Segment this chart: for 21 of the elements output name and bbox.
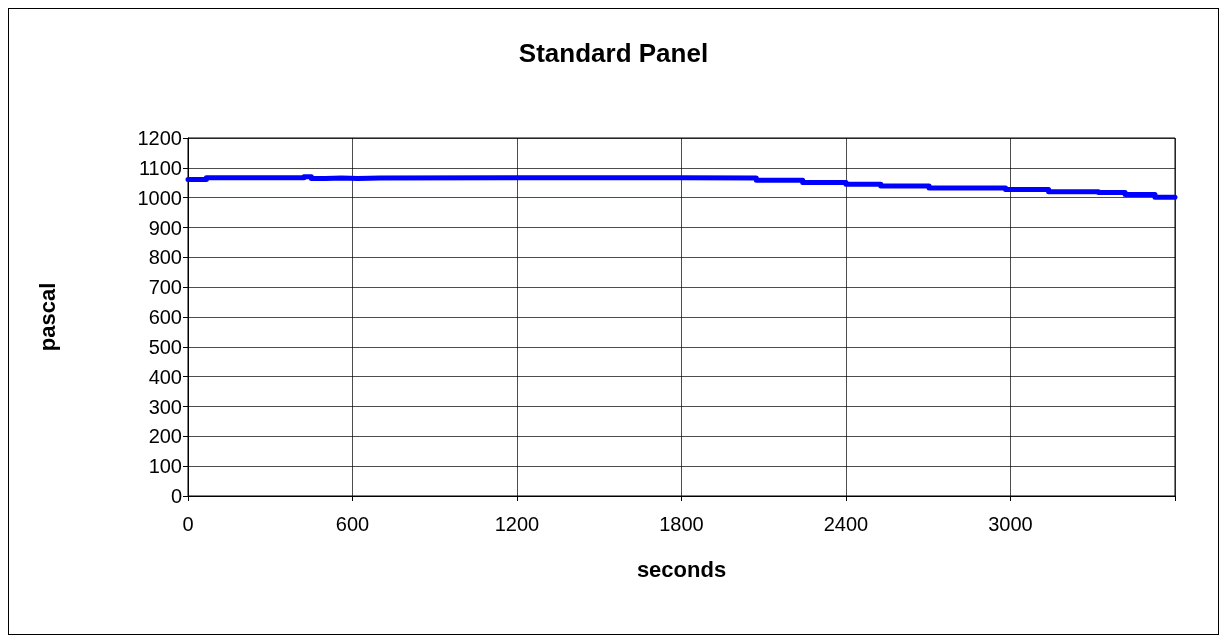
chart-title: Standard Panel bbox=[518, 38, 709, 68]
x-axis-title: seconds bbox=[636, 556, 727, 582]
x-tick-label: 1200 bbox=[494, 513, 540, 535]
y-tick-label: 600 bbox=[148, 306, 182, 328]
y-tick-label: 1000 bbox=[137, 186, 182, 209]
y-tick-label: 400 bbox=[148, 365, 182, 388]
y-tick-label: 900 bbox=[148, 216, 182, 239]
y-tick-label: 200 bbox=[148, 425, 182, 448]
x-tick-label: 600 bbox=[335, 513, 370, 535]
y-tick-label: 800 bbox=[148, 246, 182, 269]
y-tick-label: 100 bbox=[148, 455, 182, 478]
y-tick-label: 1100 bbox=[138, 156, 182, 179]
y-axis-title: pascal bbox=[34, 282, 60, 352]
y-tick-label: 500 bbox=[148, 335, 182, 358]
x-tick-label: 2400 bbox=[823, 513, 869, 535]
y-tick-label: 1200 bbox=[137, 127, 182, 149]
x-tick-label: 1800 bbox=[659, 513, 704, 535]
y-tick-label: 0 bbox=[170, 485, 182, 507]
y-tick-label: 300 bbox=[148, 395, 182, 418]
x-tick-label: 3000 bbox=[988, 513, 1033, 535]
y-tick-label: 700 bbox=[148, 276, 182, 299]
